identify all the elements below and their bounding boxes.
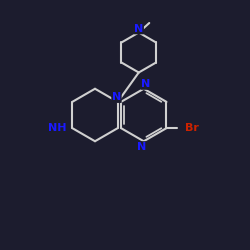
- Text: N: N: [136, 142, 146, 152]
- Text: N: N: [134, 24, 143, 34]
- Text: N: N: [141, 79, 150, 89]
- Text: N: N: [112, 92, 121, 102]
- Text: Br: Br: [185, 123, 199, 133]
- Text: NH: NH: [48, 123, 67, 133]
